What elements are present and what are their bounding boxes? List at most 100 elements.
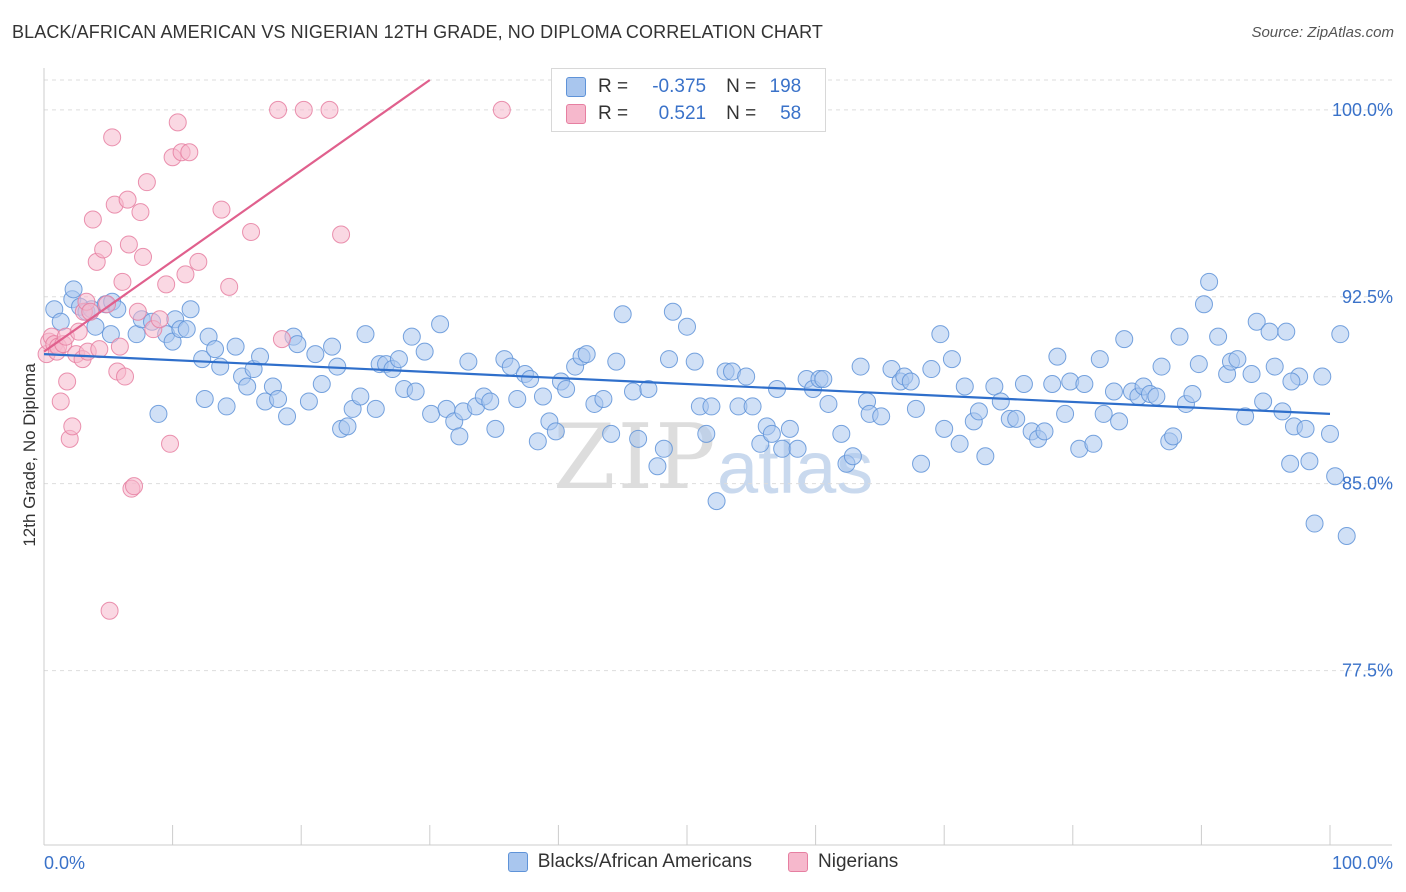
y-tick-label: 100.0%: [1332, 100, 1393, 120]
watermark-zip: ZIP: [553, 405, 718, 510]
blue-point: [323, 337, 342, 356]
blue-point: [1337, 527, 1356, 546]
blue-point: [762, 424, 781, 443]
blue-point: [177, 320, 196, 339]
blue-point: [1056, 404, 1075, 423]
pink-point: [137, 173, 156, 192]
legend-item-nigerians[interactable]: Nigerians: [788, 851, 898, 873]
blue-point: [931, 325, 950, 344]
x-tick-label: 100.0%: [1332, 853, 1393, 873]
pink-point: [119, 235, 138, 254]
stats-row-pink: R = 0.521 N = 58: [566, 101, 801, 127]
blue-point: [206, 340, 225, 359]
blue-point: [737, 367, 756, 386]
pink-point: [168, 113, 187, 132]
blue-point: [211, 357, 230, 376]
blue-point: [1075, 375, 1094, 394]
blue-point: [1164, 427, 1183, 446]
blue-point: [912, 454, 931, 473]
blue-point: [149, 404, 168, 423]
blue-point: [991, 392, 1010, 411]
blue-point: [389, 350, 408, 369]
blue-point: [193, 350, 212, 369]
blue-point: [1147, 387, 1166, 406]
legend-pink-label: Nigerians: [818, 851, 899, 872]
source-credit: Source: ZipAtlas.com: [1251, 24, 1394, 41]
blue-n-value: 198: [769, 76, 802, 97]
pink-point: [272, 330, 291, 349]
blue-point: [1209, 327, 1228, 346]
blue-point: [659, 350, 678, 369]
blue-point: [872, 407, 891, 426]
blue-point: [814, 370, 833, 389]
blue-point: [985, 377, 1004, 396]
blue-point: [528, 432, 547, 451]
pink-point: [134, 247, 153, 266]
blue-point: [521, 370, 540, 389]
blue-point: [623, 382, 642, 401]
blue-point: [1152, 357, 1171, 376]
blue-point: [546, 422, 565, 441]
pink-point: [69, 322, 88, 341]
legend-blue-swatch-icon: [507, 852, 528, 872]
pink-point: [294, 100, 313, 119]
blue-point: [1296, 419, 1315, 438]
blue-point: [338, 417, 357, 436]
blue-point: [594, 389, 613, 408]
pink-point: [100, 601, 119, 620]
blue-point: [654, 439, 673, 458]
pink-point: [320, 100, 339, 119]
blue-point: [459, 352, 478, 371]
legend-blue-label: Blacks/African Americans: [537, 851, 753, 872]
pink-point: [157, 275, 176, 294]
blue-point: [773, 439, 792, 458]
blue-point: [613, 305, 632, 324]
blue-point: [1236, 407, 1255, 426]
blue-point: [707, 492, 726, 511]
blue-point: [1014, 375, 1033, 394]
blue-point: [663, 302, 682, 321]
pink-r-label: R =: [598, 103, 629, 124]
pink-point: [125, 477, 144, 496]
blue-point: [1247, 312, 1266, 331]
stats-row-blue: R = -0.375 N = 198: [566, 74, 801, 100]
pink-point: [103, 128, 122, 147]
blue-point: [1282, 372, 1301, 391]
pink-point: [51, 392, 70, 411]
blue-point: [629, 429, 648, 448]
blue-point: [843, 447, 862, 466]
blue-point: [1048, 347, 1067, 366]
blue-point: [648, 457, 667, 476]
blue-point: [127, 325, 146, 344]
blue-point: [702, 397, 721, 416]
pink-point: [492, 100, 511, 119]
blue-point: [607, 352, 626, 371]
blue-point: [1265, 357, 1284, 376]
blue-point: [832, 424, 851, 443]
blue-point: [639, 379, 658, 398]
blue-point: [1094, 404, 1113, 423]
blue-point: [950, 434, 969, 453]
blue-point: [969, 402, 988, 421]
blue-point: [1277, 322, 1296, 341]
pink-point: [176, 265, 195, 284]
blue-point: [508, 389, 527, 408]
blue-point: [406, 382, 425, 401]
blue-point: [1326, 467, 1345, 486]
blue-point: [269, 389, 288, 408]
blue-point: [1300, 452, 1319, 471]
blue-point: [942, 350, 961, 369]
pink-point: [63, 417, 82, 436]
x-tick-label: 0.0%: [44, 853, 85, 873]
blue-point: [1007, 409, 1026, 428]
legend-item-blacks[interactable]: Blacks/African Americans: [507, 851, 753, 873]
blue-point: [251, 347, 270, 366]
blue-point: [278, 407, 297, 426]
blue-point: [1200, 272, 1219, 291]
blue-point: [1228, 350, 1247, 369]
pink-point: [113, 272, 132, 291]
pink-swatch-icon: [566, 104, 586, 124]
blue-point: [1305, 514, 1324, 533]
pink-point: [94, 240, 113, 259]
